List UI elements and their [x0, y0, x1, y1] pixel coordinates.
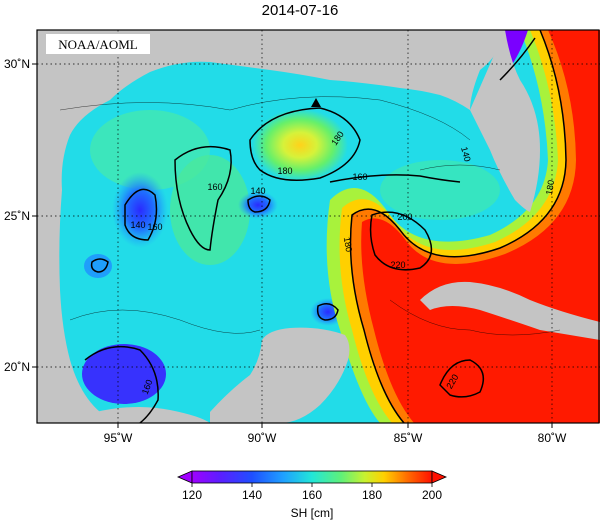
- x-tick-label: 90˚W: [248, 431, 277, 445]
- low-blue: [82, 344, 166, 404]
- contour-line: [247, 195, 271, 213]
- contour-line: [349, 30, 567, 423]
- green-patch: [170, 155, 250, 265]
- contour-line: [249, 107, 361, 181]
- colorbar-label: SH [cm]: [291, 506, 334, 520]
- contour-line: [369, 211, 433, 271]
- land-south-mexico: [60, 406, 210, 423]
- colorbar-tick-label: 160: [302, 488, 322, 502]
- colorbar-tick-label: 180: [362, 488, 382, 502]
- land-mexico-us: [37, 30, 505, 423]
- green-patch: [380, 160, 500, 220]
- contour-label: 220: [390, 260, 405, 270]
- contour-label: 140: [459, 146, 473, 163]
- contour-label: 200: [397, 212, 412, 222]
- x-tick-label: 95˚W: [104, 431, 133, 445]
- colorbar-tick-label: 120: [182, 488, 202, 502]
- land-cuba: [420, 281, 600, 340]
- contour-line: [90, 258, 109, 273]
- land-yucatan: [210, 327, 350, 423]
- low-blue: [112, 172, 168, 248]
- contour-line: [174, 145, 232, 251]
- watermark-box: [46, 34, 150, 54]
- y-tick-label: 20˚N: [4, 360, 30, 374]
- x-tick-label: 80˚W: [538, 431, 567, 445]
- colorbar-ramp: [191, 470, 433, 484]
- contour-line: [316, 303, 339, 321]
- drifter-marker: [311, 98, 321, 107]
- contour-label: 140: [130, 220, 145, 230]
- y-tick-label: 25˚N: [4, 209, 30, 223]
- contour-line-thin: [69, 309, 261, 334]
- contour-line: [124, 188, 158, 241]
- low-blue: [84, 254, 112, 278]
- colorbar-tick-label: 140: [242, 488, 262, 502]
- contour-line: [329, 174, 461, 183]
- contour-label: 180: [544, 179, 556, 196]
- contour-label: 160: [352, 172, 367, 182]
- contour-label: 140: [250, 186, 265, 196]
- y-tick-label: 30˚N: [4, 57, 30, 71]
- contour-line: [84, 345, 159, 423]
- contour-line: [439, 359, 485, 398]
- contour-label: 180: [277, 166, 292, 176]
- map-title: 2014-07-16: [261, 2, 339, 19]
- land-florida: [470, 30, 540, 212]
- contour-label: 160: [140, 378, 155, 396]
- contour-line-thin: [389, 299, 561, 336]
- contour-line-thin: [419, 164, 501, 171]
- contour-label: 160: [147, 222, 162, 232]
- contour-label: 160: [207, 182, 222, 192]
- contour-line-thin: [59, 96, 471, 141]
- x-tick-label: 85˚W: [394, 431, 423, 445]
- colorbar-high-arrow: [431, 470, 448, 484]
- watermark-label: NOAA/AOML: [58, 37, 138, 52]
- contour-line: [499, 37, 536, 81]
- contour-label: 180: [342, 236, 354, 253]
- colorbar-low-arrow: [176, 470, 193, 484]
- warm-eddy: [252, 109, 348, 181]
- green-patch: [90, 110, 210, 190]
- colorbar: 120 140 160 180 200 SH [cm]: [176, 470, 448, 520]
- colorbar-tick-label: 200: [422, 488, 442, 502]
- map-frame: [36, 29, 600, 424]
